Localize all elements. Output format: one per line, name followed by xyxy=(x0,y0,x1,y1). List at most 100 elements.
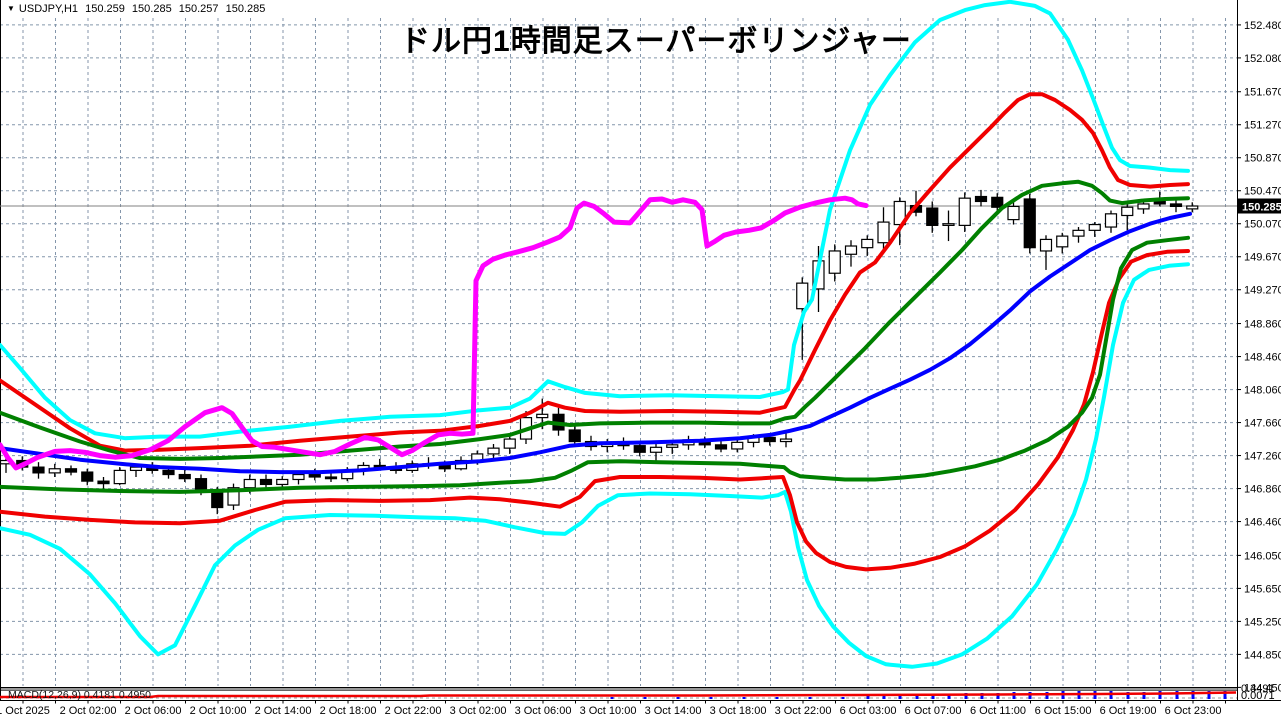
ohlc-open: 150.259 xyxy=(85,3,125,15)
macd-histogram-bar xyxy=(931,694,935,699)
candle-bull xyxy=(731,441,744,450)
macd-histogram-bar xyxy=(1191,691,1195,699)
macd-histogram-bar xyxy=(996,693,1000,699)
price-label: 152.480 xyxy=(1244,20,1281,32)
macd-histogram-bar xyxy=(709,697,713,699)
candle-bear xyxy=(1023,198,1036,249)
price-label: 148.860 xyxy=(1244,319,1281,331)
macd-histogram-bar xyxy=(775,697,779,699)
price-label: 152.080 xyxy=(1244,53,1281,65)
time-label: 3 Oct 14:00 xyxy=(645,705,702,717)
symbol-dropdown-icon[interactable]: ▼ xyxy=(7,4,15,13)
time-label: 6 Oct 15:00 xyxy=(1035,705,1092,717)
price-label: 150.070 xyxy=(1244,219,1281,231)
macd-histogram-bar xyxy=(882,695,886,699)
macd-label: MACD(12,26,9) 0.4181 0.4950 xyxy=(8,689,151,701)
candle-bear xyxy=(926,207,939,226)
candle-bull xyxy=(129,466,143,472)
macd-histogram-bar xyxy=(964,693,968,699)
candle-bull xyxy=(1186,205,1199,210)
candle-bear xyxy=(32,466,45,474)
current-price-box-value: 150.285 xyxy=(1242,202,1281,214)
candle-bull xyxy=(958,197,971,226)
candle-bear xyxy=(1169,203,1183,208)
band-upper-1sigma xyxy=(0,179,1190,461)
candle-bull xyxy=(1072,229,1085,237)
macd-histogram-bar xyxy=(980,693,984,699)
candle-bull xyxy=(666,444,679,448)
candle-bull xyxy=(877,221,890,244)
candle-bull xyxy=(276,478,289,486)
band-lagging-span xyxy=(0,195,869,471)
macd-histogram-bar xyxy=(866,696,870,699)
candle-bull xyxy=(227,487,240,506)
candle-bull xyxy=(828,250,841,274)
candle-bear xyxy=(974,195,988,203)
candle-bull xyxy=(893,200,906,226)
macd-histogram-bar xyxy=(808,697,812,699)
time-label: 6 Oct 03:00 xyxy=(840,705,897,717)
candle-bear xyxy=(763,436,776,443)
candle-bull xyxy=(1121,206,1134,217)
candle-bull xyxy=(487,447,500,455)
candle-bear xyxy=(64,468,78,473)
price-label: 149.270 xyxy=(1244,285,1281,297)
time-label: 1 Oct 2025 xyxy=(0,705,50,717)
time-label: 2 Oct 10:00 xyxy=(190,705,247,717)
candle-bear xyxy=(633,445,646,453)
price-label: 151.270 xyxy=(1244,120,1281,132)
time-label: 6 Oct 07:00 xyxy=(905,705,962,717)
time-label: 6 Oct 19:00 xyxy=(1100,705,1157,717)
candle-bull xyxy=(1056,235,1069,248)
price-label: 147.660 xyxy=(1244,418,1281,430)
price-label: 146.050 xyxy=(1244,550,1281,562)
grid-layer xyxy=(0,0,1237,700)
price-label: 146.860 xyxy=(1244,484,1281,496)
candle-bull xyxy=(113,469,126,485)
macd-histogram-bar xyxy=(1223,691,1227,699)
current-price-box xyxy=(1238,198,1281,214)
price-label: 150.870 xyxy=(1244,153,1281,165)
chart-header: ▼ USDJPY,H1 150.259 150.285 150.257 150.2… xyxy=(7,3,269,15)
candle-bear xyxy=(97,480,110,485)
macd-histogram-bar xyxy=(841,697,845,699)
ohlc-high: 150.285 xyxy=(131,3,172,15)
time-label: 3 Oct 02:00 xyxy=(450,705,507,717)
candles-layer xyxy=(0,189,1199,515)
candle-bull xyxy=(1007,205,1020,221)
macd-histogram-bar xyxy=(898,695,902,699)
macd-histogram-bar xyxy=(947,694,951,699)
price-label: 146.460 xyxy=(1244,517,1281,529)
candle-bull xyxy=(844,245,858,255)
band-center-line xyxy=(0,211,1192,475)
time-label: 6 Oct 23:00 xyxy=(1165,705,1222,717)
pane-separator xyxy=(0,689,1281,691)
price-label: 145.650 xyxy=(1244,583,1281,595)
macd-scale-bottom: 0.0071 xyxy=(1241,690,1275,702)
candle-bull xyxy=(1104,213,1118,228)
candle-bull xyxy=(536,413,549,419)
candle-bull xyxy=(1088,223,1101,231)
macd-histogram-bar xyxy=(742,697,746,699)
ohlc-low: 150.257 xyxy=(178,3,219,15)
candle-bull xyxy=(292,473,305,481)
candle-bear xyxy=(178,473,191,480)
macd-histogram-bar xyxy=(1126,692,1130,699)
time-label: 3 Oct 18:00 xyxy=(710,705,767,717)
candle-bull xyxy=(649,446,663,453)
candle-bear xyxy=(308,473,321,478)
candle-bear xyxy=(162,469,175,476)
time-label: 3 Oct 22:00 xyxy=(775,705,832,717)
candle-bull xyxy=(243,478,256,489)
macd-pane: MACD(12,26,9) 0.4181 0.4950 xyxy=(0,687,1281,701)
candle-bull xyxy=(779,438,793,443)
candle-bear xyxy=(324,476,338,480)
time-label: 2 Oct 02:00 xyxy=(60,705,117,717)
macd-signal-line xyxy=(0,691,1237,699)
candle-bull xyxy=(1039,238,1053,252)
price-label: 148.060 xyxy=(1244,385,1281,397)
price-label: 150.470 xyxy=(1244,186,1281,198)
time-label: 2 Oct 18:00 xyxy=(320,705,377,717)
candle-bear xyxy=(259,478,273,486)
